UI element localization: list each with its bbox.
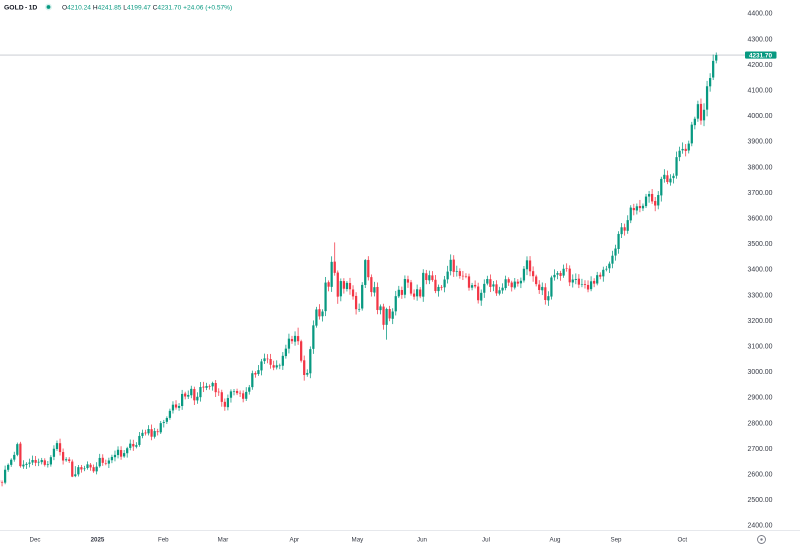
svg-text:3200.00: 3200.00 [748,318,773,325]
svg-text:3600.00: 3600.00 [748,216,773,223]
svg-text:4400.00: 4400.00 [748,11,773,18]
svg-text:3700.00: 3700.00 [748,190,773,197]
svg-text:Jul: Jul [482,536,490,543]
svg-text:Mar: Mar [218,536,229,543]
svg-text:3400.00: 3400.00 [748,267,773,274]
svg-text:4200.00: 4200.00 [748,62,773,69]
svg-text:2700.00: 2700.00 [748,446,773,453]
svg-text:2600.00: 2600.00 [748,472,773,479]
svg-text:Dec: Dec [29,536,40,543]
svg-text:3500.00: 3500.00 [748,241,773,248]
svg-text:4000.00: 4000.00 [748,113,773,120]
svg-text:4100.00: 4100.00 [748,88,773,95]
svg-text:GOLD - 1D: GOLD - 1D [4,5,37,12]
svg-text:Apr: Apr [289,536,299,543]
svg-text:Sep: Sep [610,536,622,543]
svg-text:2400.00: 2400.00 [748,523,773,530]
svg-text:3000.00: 3000.00 [748,369,773,376]
svg-text:Oct: Oct [677,536,687,543]
svg-text:3100.00: 3100.00 [748,344,773,351]
svg-text:3300.00: 3300.00 [748,292,773,299]
svg-text:O4210.24 H4241.85 L4199.47 C42: O4210.24 H4241.85 L4199.47 C4231.70 +24.… [62,5,232,12]
svg-text:2500.00: 2500.00 [748,497,773,504]
svg-text:Jun: Jun [417,536,428,543]
svg-text:2025: 2025 [91,536,105,543]
svg-text:2800.00: 2800.00 [748,420,773,427]
svg-text:May: May [352,536,365,543]
svg-text:2900.00: 2900.00 [748,395,773,402]
svg-text:3900.00: 3900.00 [748,139,773,146]
svg-text:Feb: Feb [158,536,169,543]
svg-text:Aug: Aug [549,536,561,543]
svg-text:4300.00: 4300.00 [748,36,773,43]
svg-text:3800.00: 3800.00 [748,164,773,171]
svg-text:4231.70: 4231.70 [749,52,773,59]
